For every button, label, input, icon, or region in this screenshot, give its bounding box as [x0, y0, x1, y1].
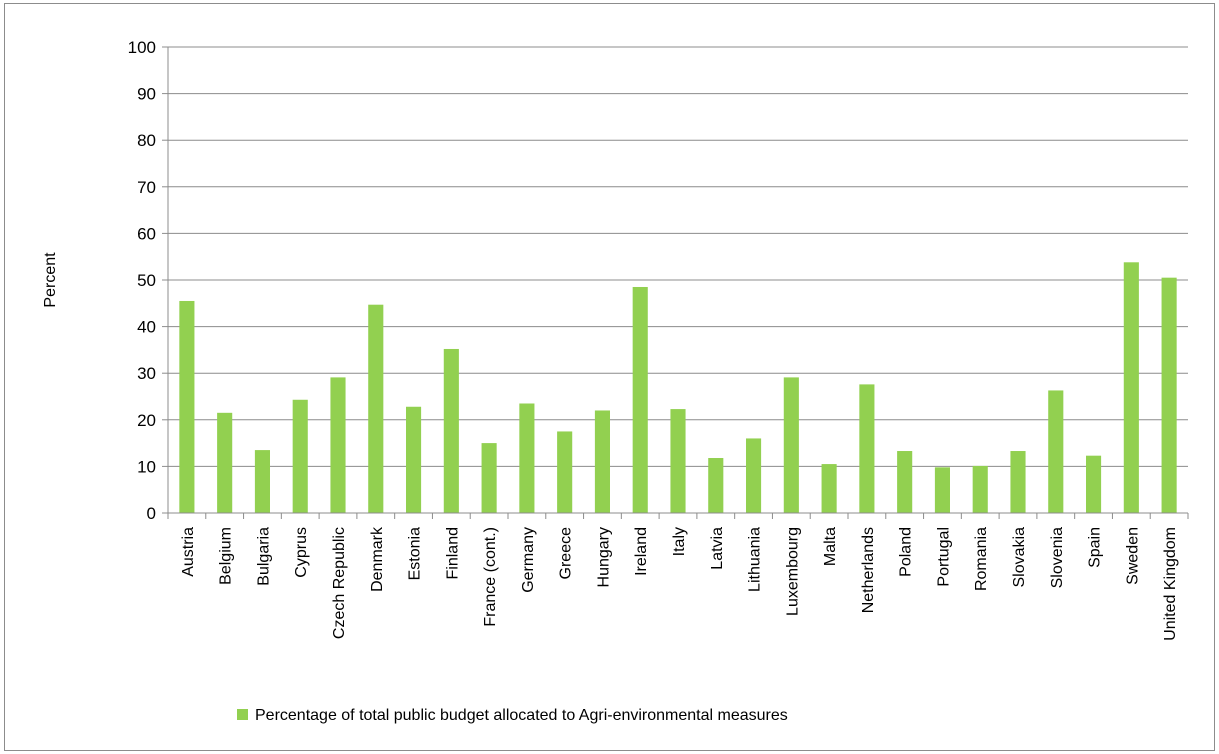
x-tick-label: Cyprus [293, 527, 310, 578]
x-tick-labels: Austria Belgium Bulgaria Cyprus Czech Republ… [180, 526, 1179, 641]
bar-italy [670, 409, 686, 513]
y-tick-label: 20 [137, 411, 156, 430]
bar-bulgaria [254, 450, 270, 513]
bar-finland [443, 348, 459, 513]
x-tick-label: Portugal [935, 527, 952, 587]
x-tick-label: Romania [973, 527, 990, 591]
bar-estonia [406, 406, 422, 513]
bar-spain [1086, 455, 1102, 513]
bar-czech-republic [330, 377, 346, 513]
x-tick-label: Denmark [369, 526, 386, 592]
x-tick-label: Czech Republic [331, 527, 348, 639]
bar-austria [179, 300, 195, 513]
x-tick-label: Austria [180, 527, 197, 577]
y-tick-label: 80 [137, 131, 156, 150]
legend-swatch [237, 709, 248, 720]
bar-hungary [594, 410, 610, 513]
bar-chart: 0 10 20 30 40 50 60 70 80 90 100 Austria Belgium Bul… [42, 38, 1189, 724]
y-tick-labels: 0 10 20 30 40 50 60 70 80 90 100 [128, 38, 156, 523]
y-axis-title: Percent [42, 252, 59, 308]
bar-slovenia [1048, 390, 1064, 513]
bar-united-kingdom [1161, 277, 1177, 513]
x-tick-label: Malta [822, 527, 839, 566]
x-tick-label: Latvia [709, 527, 726, 570]
x-tick-label: Finland [444, 527, 461, 579]
bar-lithuania [746, 438, 762, 513]
x-tick-label: Poland [898, 527, 915, 577]
chart-frame: 0 10 20 30 40 50 60 70 80 90 100 Austria Belgium Bul… [4, 3, 1215, 751]
bar-sweden [1123, 262, 1139, 513]
x-tick-label: Slovenia [1049, 527, 1066, 588]
bar-portugal [934, 467, 950, 513]
x-tick-label: Hungary [595, 527, 612, 587]
bar-netherlands [859, 384, 875, 513]
y-tick-label: 50 [137, 271, 156, 290]
bar-latvia [708, 458, 724, 513]
bar-romania [972, 465, 988, 513]
x-tick-label: Greece [558, 527, 575, 580]
axes [167, 47, 1189, 519]
x-tick-label: Lithuania [747, 527, 764, 592]
x-tick-label: Germany [520, 527, 537, 593]
y-tick-label: 90 [137, 85, 156, 104]
y-tick-label: 30 [137, 364, 156, 383]
x-tick-label: Ireland [633, 527, 650, 576]
bar-malta [821, 464, 837, 513]
x-tick-label: Belgium [218, 527, 235, 585]
x-tick-label: Italy [671, 527, 688, 556]
y-tick-label: 70 [137, 178, 156, 197]
bar-germany [519, 403, 535, 513]
legend: Percentage of total public budget alloca… [237, 707, 788, 724]
bar-france-cont [481, 443, 497, 513]
bar-luxembourg [783, 377, 799, 513]
x-tick-label: Luxembourg [784, 527, 801, 616]
x-tick-label: Estonia [407, 527, 424, 580]
legend-label: Percentage of total public budget alloca… [255, 707, 788, 724]
bar-slovakia [1010, 451, 1026, 513]
bar-denmark [368, 304, 384, 513]
x-tick-label: Sweden [1124, 527, 1141, 585]
bar-poland [897, 451, 913, 513]
x-tick-label: United Kingdom [1162, 527, 1179, 641]
x-tick-label: Slovakia [1011, 527, 1028, 588]
bar-ireland [632, 286, 648, 513]
y-tick-label: 0 [147, 504, 156, 523]
y-tick-label: 100 [128, 38, 156, 57]
y-tick-label: 40 [137, 318, 156, 337]
bar-cyprus [292, 399, 308, 513]
bar-greece [557, 431, 573, 513]
bar-belgium [217, 412, 233, 513]
bars [179, 262, 1177, 513]
x-tick-label: Bulgaria [255, 527, 272, 586]
y-tick-label: 60 [137, 224, 156, 243]
x-tick-label: Netherlands [860, 527, 877, 613]
x-tick-label: Spain [1087, 527, 1104, 568]
y-tick-label: 10 [137, 457, 156, 476]
x-tick-label: France (cont.) [482, 527, 499, 627]
